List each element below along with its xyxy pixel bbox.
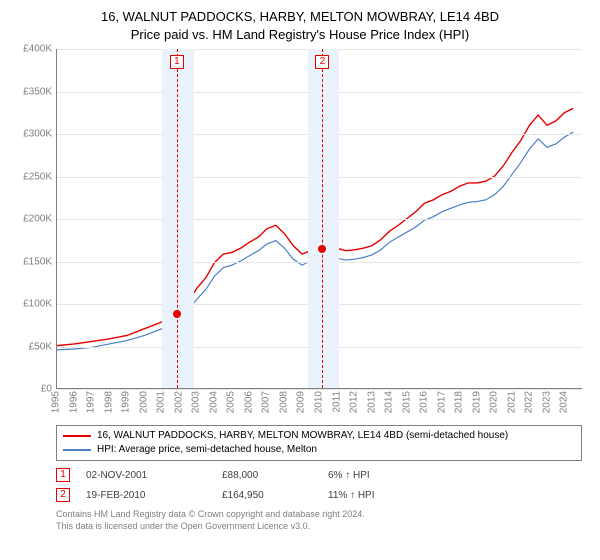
transaction-flag: 2 <box>56 488 70 502</box>
chart-area: £0£50K£100K£150K£200K£250K£300K£350K£400… <box>12 49 588 419</box>
legend-box: 16, WALNUT PADDOCKS, HARBY, MELTON MOWBR… <box>56 425 582 461</box>
y-tick-label: £300K <box>23 129 52 140</box>
x-tick-label: 2007 <box>261 391 272 413</box>
y-tick-label: £200K <box>23 214 52 225</box>
legend-item: HPI: Average price, semi-detached house,… <box>63 443 575 457</box>
x-tick-label: 2017 <box>436 391 447 413</box>
price-marker <box>173 310 181 318</box>
transaction-row: 2 19-FEB-2010 £164,950 11% ↑ HPI <box>56 485 582 505</box>
transaction-date: 19-FEB-2010 <box>86 490 206 501</box>
x-tick-label: 2006 <box>243 391 254 413</box>
transaction-date: 02-NOV-2001 <box>86 470 206 481</box>
chart-flag: 2 <box>315 55 329 69</box>
y-axis: £0£50K£100K£150K£200K£250K£300K£350K£400… <box>12 49 56 389</box>
transaction-price: £88,000 <box>222 470 312 481</box>
x-tick-label: 2016 <box>419 391 430 413</box>
x-tick-label: 2013 <box>366 391 377 413</box>
x-tick-label: 2024 <box>559 391 570 413</box>
x-tick-label: 2023 <box>541 391 552 413</box>
x-tick-label: 2021 <box>506 391 517 413</box>
footer-line-1: Contains HM Land Registry data © Crown c… <box>56 509 588 521</box>
x-tick-label: 2002 <box>173 391 184 413</box>
x-tick-label: 2010 <box>314 391 325 413</box>
x-tick-label: 2011 <box>331 391 342 413</box>
transaction-row: 1 02-NOV-2001 £88,000 6% ↑ HPI <box>56 465 582 485</box>
x-tick-label: 1997 <box>86 391 97 413</box>
x-tick-label: 1995 <box>51 391 62 413</box>
price-marker <box>318 245 326 253</box>
transactions-table: 1 02-NOV-2001 £88,000 6% ↑ HPI 2 19-FEB-2010 £… <box>56 465 582 505</box>
footer-line-2: This data is licensed under the Open Gov… <box>56 521 588 533</box>
x-tick-label: 2001 <box>156 391 167 413</box>
legend-item: 16, WALNUT PADDOCKS, HARBY, MELTON MOWBR… <box>63 429 575 443</box>
chart-flag: 1 <box>170 55 184 69</box>
x-tick-label: 2000 <box>138 391 149 413</box>
legend-swatch <box>63 449 91 451</box>
x-tick-label: 1998 <box>103 391 114 413</box>
x-tick-label: 2003 <box>191 391 202 413</box>
x-tick-label: 2005 <box>226 391 237 413</box>
legend-label: HPI: Average price, semi-detached house,… <box>97 443 317 457</box>
x-tick-label: 2014 <box>384 391 395 413</box>
y-tick-label: £150K <box>23 256 52 267</box>
title-line-2: Price paid vs. HM Land Registry's House … <box>12 26 588 44</box>
x-tick-label: 2019 <box>471 391 482 413</box>
x-tick-label: 2009 <box>296 391 307 413</box>
x-tick-label: 2022 <box>524 391 535 413</box>
y-tick-label: £250K <box>23 171 52 182</box>
footer-attribution: Contains HM Land Registry data © Crown c… <box>56 509 588 532</box>
y-tick-label: £400K <box>23 44 52 55</box>
chart-container: 16, WALNUT PADDOCKS, HARBY, MELTON MOWBR… <box>0 0 600 560</box>
transaction-flag: 1 <box>56 468 70 482</box>
x-tick-label: 2018 <box>454 391 465 413</box>
title-line-1: 16, WALNUT PADDOCKS, HARBY, MELTON MOWBR… <box>12 8 588 26</box>
y-tick-label: £50K <box>29 341 52 352</box>
title-block: 16, WALNUT PADDOCKS, HARBY, MELTON MOWBR… <box>12 8 588 43</box>
y-tick-label: £350K <box>23 86 52 97</box>
legend-swatch <box>63 435 91 437</box>
x-tick-label: 2015 <box>401 391 412 413</box>
x-axis: 1995199619971998199920002001200220032004… <box>56 389 582 419</box>
y-tick-label: £100K <box>23 299 52 310</box>
x-tick-label: 1996 <box>68 391 79 413</box>
x-tick-label: 2020 <box>489 391 500 413</box>
legend-label: 16, WALNUT PADDOCKS, HARBY, MELTON MOWBR… <box>97 429 508 443</box>
x-tick-label: 2004 <box>208 391 219 413</box>
x-tick-label: 2012 <box>349 391 360 413</box>
transaction-hpi-delta: 11% ↑ HPI <box>328 490 418 501</box>
plot-area: 12 <box>56 49 582 389</box>
transaction-hpi-delta: 6% ↑ HPI <box>328 470 418 481</box>
transaction-price: £164,950 <box>222 490 312 501</box>
x-tick-label: 1999 <box>121 391 132 413</box>
x-tick-label: 2008 <box>278 391 289 413</box>
